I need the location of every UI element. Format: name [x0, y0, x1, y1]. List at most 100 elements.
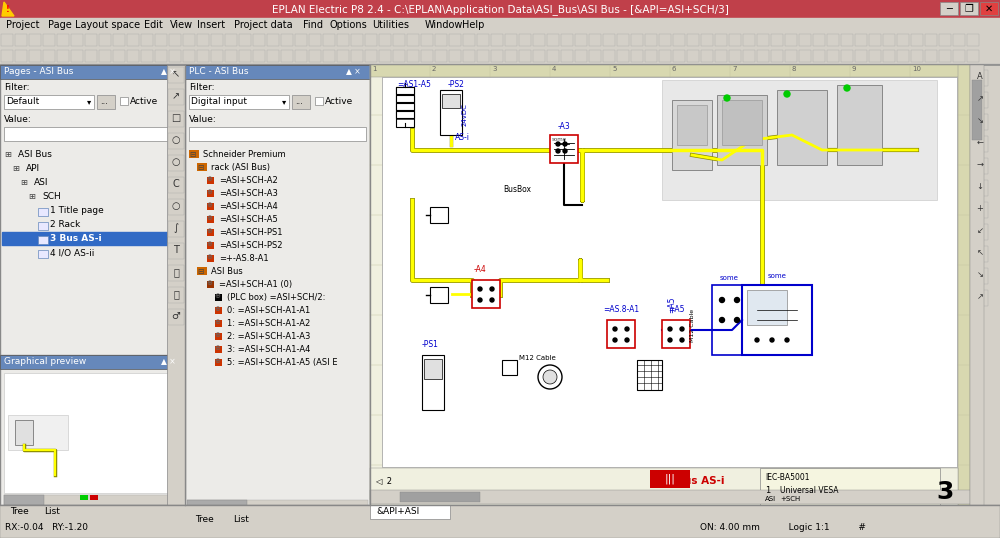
- Bar: [169, 34, 181, 46]
- Text: +SCH: +SCH: [780, 496, 800, 502]
- Circle shape: [543, 370, 557, 384]
- Text: ↘: ↘: [976, 270, 984, 279]
- Bar: [967, 50, 979, 62]
- Bar: [589, 34, 601, 46]
- Bar: [15, 420, 33, 445]
- Bar: [155, 50, 167, 62]
- Bar: [777, 90, 827, 165]
- Circle shape: [720, 317, 724, 322]
- Bar: [771, 34, 783, 46]
- Bar: [729, 34, 741, 46]
- Bar: [747, 290, 787, 325]
- Bar: [925, 34, 937, 46]
- Text: Layout space: Layout space: [75, 20, 140, 30]
- Text: View: View: [170, 20, 194, 30]
- Bar: [370, 65, 970, 77]
- Bar: [547, 50, 559, 62]
- Bar: [449, 34, 461, 46]
- Text: =ASI+SCH-A2: =ASI+SCH-A2: [219, 176, 278, 185]
- Bar: [659, 50, 671, 62]
- Bar: [972, 180, 988, 196]
- Bar: [295, 50, 307, 62]
- Bar: [673, 34, 685, 46]
- Bar: [855, 50, 867, 62]
- Bar: [897, 50, 909, 62]
- Bar: [370, 490, 970, 504]
- Text: ▲ ×: ▲ ×: [161, 357, 176, 366]
- Text: 7: 7: [732, 66, 736, 72]
- Text: some: some: [552, 137, 567, 142]
- Circle shape: [556, 142, 560, 146]
- Text: &API+ASI: &API+ASI: [376, 507, 419, 516]
- Bar: [972, 114, 988, 130]
- Text: -A4: -A4: [474, 265, 487, 274]
- Bar: [36, 503, 64, 521]
- Bar: [972, 136, 988, 152]
- Bar: [477, 50, 489, 62]
- Bar: [71, 34, 83, 46]
- Text: 🔗: 🔗: [173, 289, 179, 299]
- Bar: [939, 50, 951, 62]
- Bar: [215, 359, 222, 366]
- Text: ⊕: ⊕: [206, 176, 212, 182]
- Bar: [785, 50, 797, 62]
- Circle shape: [563, 142, 567, 146]
- Text: ∫: ∫: [173, 223, 179, 233]
- Text: 1: 1: [765, 486, 770, 495]
- Bar: [187, 500, 368, 510]
- Text: ⊕: ⊕: [214, 306, 220, 312]
- Bar: [940, 2, 958, 15]
- Bar: [827, 50, 839, 62]
- Bar: [715, 34, 727, 46]
- Bar: [370, 505, 450, 519]
- Circle shape: [755, 338, 759, 342]
- Bar: [215, 307, 222, 314]
- Bar: [407, 50, 419, 62]
- Text: AS-i: AS-i: [454, 133, 470, 142]
- Bar: [370, 65, 970, 510]
- Bar: [841, 50, 853, 62]
- Bar: [617, 34, 629, 46]
- Bar: [365, 34, 377, 46]
- Bar: [187, 500, 247, 510]
- Bar: [4, 373, 181, 493]
- Bar: [911, 50, 923, 62]
- Bar: [491, 50, 503, 62]
- Bar: [295, 34, 307, 46]
- Text: ▾: ▾: [282, 97, 286, 106]
- Text: Options: Options: [330, 20, 367, 30]
- Text: 3: =ASI+SCH-A1-A4: 3: =ASI+SCH-A1-A4: [227, 345, 310, 354]
- Circle shape: [770, 338, 774, 342]
- Bar: [309, 50, 321, 62]
- Bar: [491, 34, 503, 46]
- Bar: [141, 50, 153, 62]
- Text: ⊕: ⊕: [206, 280, 212, 286]
- Bar: [813, 34, 825, 46]
- Bar: [463, 50, 475, 62]
- Bar: [167, 65, 185, 525]
- Bar: [400, 492, 480, 502]
- Bar: [533, 50, 545, 62]
- Bar: [38, 208, 48, 216]
- Bar: [211, 50, 223, 62]
- Bar: [472, 280, 500, 308]
- Bar: [2, 503, 34, 521]
- Bar: [215, 346, 222, 353]
- Bar: [883, 50, 895, 62]
- Text: Find: Find: [303, 20, 323, 30]
- Bar: [4, 127, 181, 141]
- Bar: [837, 85, 882, 165]
- Bar: [215, 333, 222, 340]
- Bar: [225, 34, 237, 46]
- Bar: [207, 216, 214, 223]
- Bar: [239, 34, 251, 46]
- Text: -PS2: -PS2: [448, 80, 465, 89]
- Circle shape: [556, 149, 560, 153]
- Bar: [168, 133, 184, 149]
- Bar: [168, 287, 184, 303]
- Text: =ASI+SCH-A5: =ASI+SCH-A5: [219, 215, 278, 224]
- Text: =AS.8-A1: =AS.8-A1: [603, 305, 639, 314]
- Bar: [0, 65, 185, 525]
- Bar: [168, 177, 184, 193]
- Bar: [99, 34, 111, 46]
